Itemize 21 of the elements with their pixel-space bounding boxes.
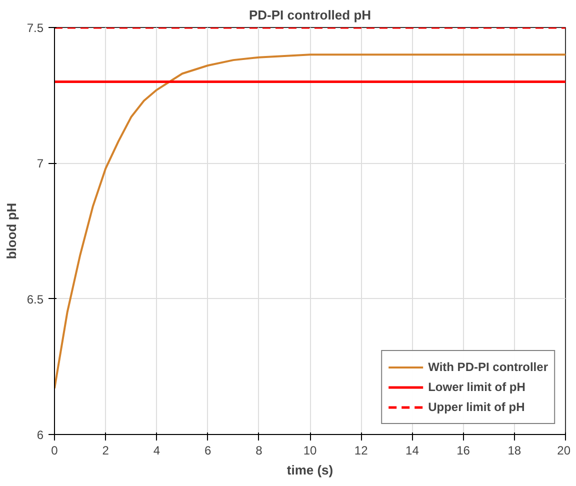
legend-label: Lower limit of pH: [428, 380, 526, 394]
y-tick-label: 6: [36, 428, 44, 442]
legend-label: With PD-PI controller: [428, 360, 548, 374]
y-tick-label: 6.5: [26, 292, 44, 306]
y-tick-label: 7: [36, 156, 44, 171]
x-tick-label: 4: [153, 444, 160, 458]
y-axis-title: blood pH: [4, 202, 19, 260]
x-tick-label: 0: [51, 444, 58, 458]
x-tick-label: 16: [456, 444, 470, 458]
x-tick-label: 18: [508, 444, 522, 458]
chart-title: PD-PI controlled pH: [248, 8, 372, 22]
x-tick-label: 10: [303, 444, 317, 458]
x-tick-label: 2: [102, 444, 110, 458]
legend-label: Upper limit of pH: [428, 400, 525, 414]
x-tick-label: 20: [557, 444, 571, 458]
x-tick-label: 8: [256, 444, 263, 458]
x-tick-label: 12: [354, 444, 368, 458]
x-tick-label: 14: [406, 444, 420, 458]
x-tick-label: 6: [204, 444, 212, 458]
y-tick-label: 7.5: [26, 21, 44, 35]
x-axis-title: time (s): [286, 462, 334, 478]
